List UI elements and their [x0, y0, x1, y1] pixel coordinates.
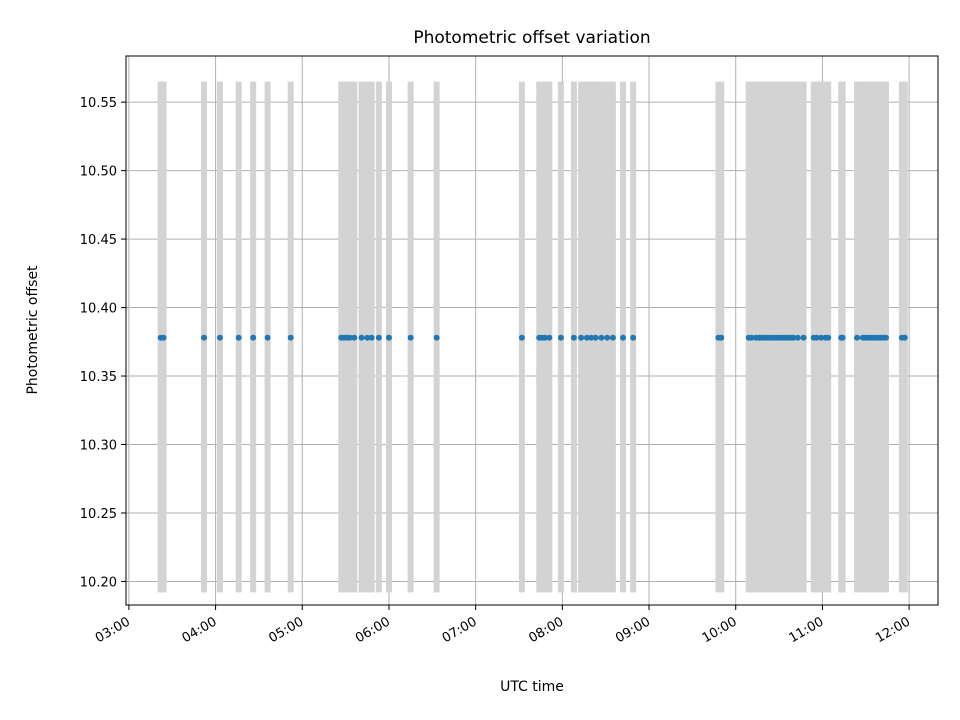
chart-title: Photometric offset variation: [413, 28, 650, 48]
y-tick-label: 10.35: [80, 370, 117, 385]
data-point: [800, 334, 807, 341]
y-tick-label: 10.40: [80, 302, 117, 317]
data-point: [790, 334, 797, 341]
data-point: [160, 334, 167, 341]
data-point: [854, 334, 861, 341]
data-point: [346, 334, 353, 341]
y-tick-label: 10.45: [80, 233, 117, 248]
data-point: [235, 334, 242, 341]
data-point: [287, 334, 294, 341]
data-point: [570, 334, 577, 341]
data-points: [157, 334, 908, 341]
data-point: [518, 334, 525, 341]
data-point: [825, 334, 832, 341]
data-point: [364, 334, 371, 341]
y-axis-label: Photometric offset: [25, 265, 41, 395]
data-point: [201, 334, 208, 341]
y-tick-label: 10.20: [80, 575, 117, 590]
data-point: [407, 334, 414, 341]
data-point: [630, 334, 637, 341]
data-point: [592, 334, 599, 341]
data-point: [813, 334, 820, 341]
data-point: [368, 334, 375, 341]
data-point: [598, 334, 605, 341]
y-tick-label: 10.55: [80, 96, 117, 111]
data-point: [604, 334, 611, 341]
data-point: [748, 334, 755, 341]
data-point: [375, 334, 382, 341]
data-point: [216, 334, 223, 341]
data-point: [839, 334, 846, 341]
data-point: [578, 334, 585, 341]
data-point: [588, 334, 595, 341]
data-point: [620, 334, 627, 341]
data-point: [250, 334, 257, 341]
data-point: [817, 334, 824, 341]
x-axis-label: UTC time: [500, 679, 564, 695]
data-point: [609, 334, 616, 341]
data-point: [385, 334, 392, 341]
data-point: [433, 334, 440, 341]
data-point: [583, 334, 590, 341]
y-tick-label: 10.25: [80, 507, 117, 522]
data-point: [794, 334, 801, 341]
data-point: [351, 334, 358, 341]
y-tick-label: 10.30: [80, 439, 117, 454]
plot-area-frame: [125, 55, 939, 606]
y-tick-label: 10.50: [80, 165, 117, 180]
data-point: [542, 334, 549, 341]
data-point: [557, 334, 564, 341]
data-point: [718, 334, 725, 341]
data-point: [901, 334, 908, 341]
data-point: [358, 334, 365, 341]
data-point: [546, 334, 553, 341]
data-point: [264, 334, 271, 341]
y-axis-ticks: 10.20 10.25 10.30 10.35 10.40 10.45 10.50 10.55: [80, 96, 126, 590]
data-point: [882, 334, 889, 341]
